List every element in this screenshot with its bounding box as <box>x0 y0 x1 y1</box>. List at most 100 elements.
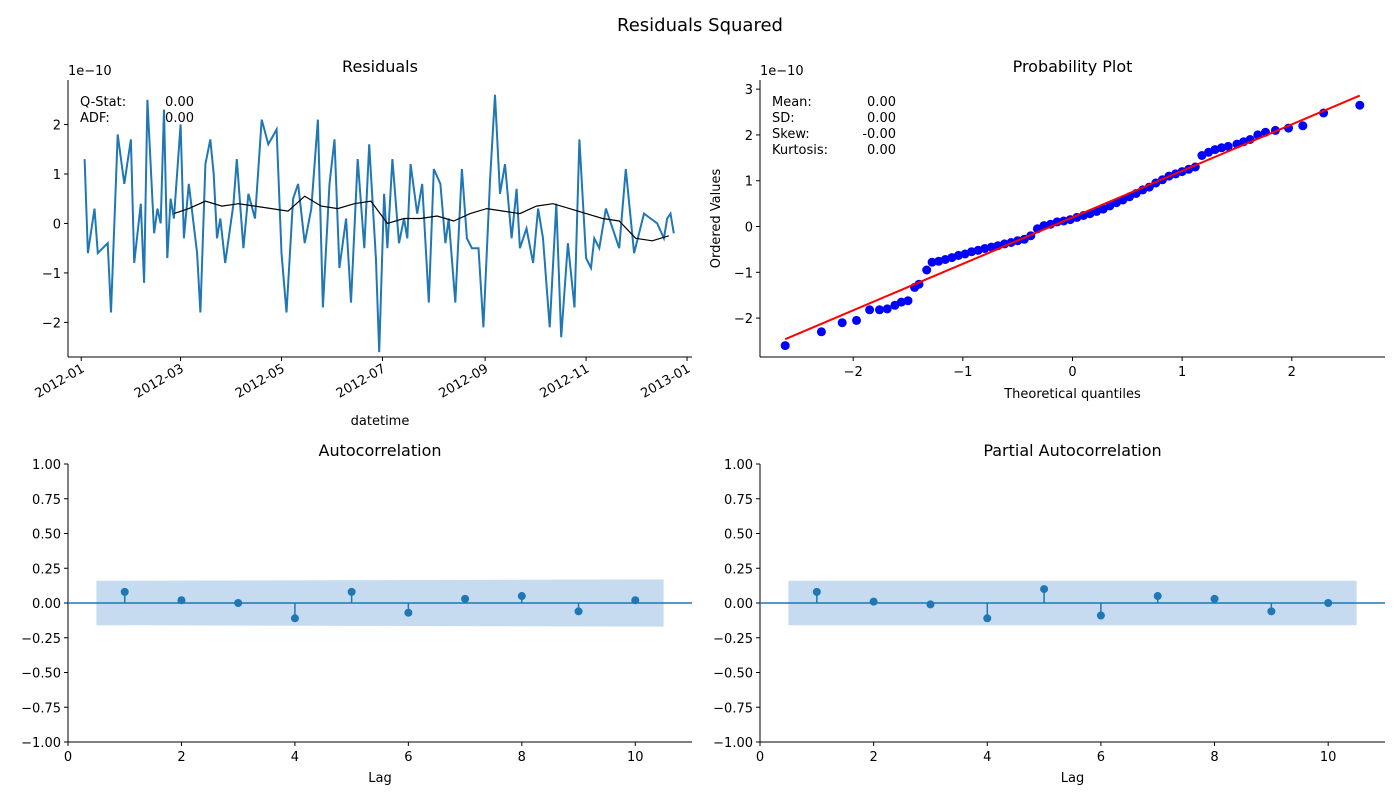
x-tick-label: 2012-05 <box>233 361 288 401</box>
stem-marker <box>1096 611 1105 620</box>
y-tick-label: 2 <box>53 119 61 134</box>
partial-autocorrelation-panel: Partial Autocorrelation −1.00 −0.75 −0.50 −0… <box>713 441 1385 786</box>
x-tick-label: 10 <box>1320 750 1337 765</box>
qq-point <box>875 305 884 315</box>
y-tick-label: 0 <box>745 221 753 236</box>
x-tick-label: 0 <box>1068 365 1076 380</box>
y-tick-label: 0.50 <box>32 528 61 543</box>
qq-point <box>1223 141 1233 151</box>
panel-title: Residuals <box>342 57 418 76</box>
x-tick-label: 2012-01 <box>33 361 88 401</box>
x-tick-label: 6 <box>1097 750 1105 765</box>
x-tick-label: 0 <box>64 750 72 765</box>
stat-label: Mean: <box>772 95 812 110</box>
stat-value: 0.00 <box>867 95 896 110</box>
x-tick-label: 2012-07 <box>334 361 389 401</box>
stem-marker <box>631 596 640 605</box>
x-tick-label: 2 <box>869 750 877 765</box>
stat-label: Skew: <box>772 127 810 142</box>
panel-title: Probability Plot <box>1013 57 1133 76</box>
stat-value: 0.00 <box>165 111 194 126</box>
probability-plot-panel: Probability Plot −2 −1 0 1 2 3 −2 −1 0 1 2 Theoretic… <box>709 57 1385 402</box>
stat-value: -0.00 <box>862 127 896 142</box>
stat-label: ADF: <box>80 111 110 126</box>
y-tick-label: −1 <box>734 266 753 281</box>
stem-marker <box>1324 599 1333 607</box>
y-tick-label: −2 <box>42 316 61 331</box>
stat-label: Q-Stat: <box>80 95 126 110</box>
qq-point <box>816 327 826 337</box>
y-tick-label: 1 <box>745 175 753 190</box>
residuals-panel: Residuals −2 −1 0 1 2 2012-01 2012-03 2012-05 201… <box>33 57 693 429</box>
x-tick-label: 2 <box>177 750 185 765</box>
x-tick-label: 4 <box>291 750 299 765</box>
offset-label: 1e−10 <box>68 64 112 79</box>
autocorrelation-panel: Autocorrelation −1.00 −0.75 −0.50 −0.25 0.00 0… <box>21 441 692 786</box>
y-tick-label: 1.00 <box>724 458 753 473</box>
stem-marker <box>869 597 878 606</box>
x-tick-label: 8 <box>1210 750 1218 765</box>
qq-point <box>837 318 847 328</box>
y-axis-label: Ordered Values <box>709 169 724 269</box>
x-tick-label: 4 <box>983 750 991 765</box>
qq-point <box>1355 100 1365 110</box>
panel-title: Partial Autocorrelation <box>983 441 1161 460</box>
stat-value: 0.00 <box>867 143 896 158</box>
qq-point <box>852 315 861 325</box>
stem-marker <box>234 599 243 607</box>
y-tick-label: −0.50 <box>21 667 61 682</box>
qq-point <box>927 257 937 267</box>
stem-marker <box>812 587 821 596</box>
stem-marker <box>461 594 470 603</box>
x-tick-label: 2 <box>1288 365 1296 380</box>
y-tick-label: 0.75 <box>32 493 61 508</box>
y-tick-label: 0.50 <box>724 528 753 543</box>
stem-marker <box>177 596 186 605</box>
stat-label: Kurtosis: <box>772 143 828 158</box>
x-tick-label: 10 <box>627 750 644 765</box>
y-tick-label: 0.00 <box>32 597 61 612</box>
qq-point <box>1298 121 1308 131</box>
qq-point <box>903 296 913 306</box>
stem-marker <box>1210 594 1219 603</box>
y-tick-label: −2 <box>734 312 753 327</box>
stem-marker <box>517 592 526 601</box>
y-tick-label: 3 <box>745 83 753 98</box>
y-tick-label: −0.25 <box>21 632 61 647</box>
x-tick-label: −1 <box>953 365 972 380</box>
x-axis-label: datetime <box>351 414 410 429</box>
y-tick-label: −0.75 <box>21 701 61 716</box>
stat-value: 0.00 <box>867 111 896 126</box>
y-tick-label: −0.75 <box>713 701 753 716</box>
stem-marker <box>120 587 129 596</box>
x-tick-label: 1 <box>1178 365 1186 380</box>
y-tick-label: −1.00 <box>21 736 61 751</box>
x-tick-label: 2012-11 <box>538 361 593 401</box>
x-tick-label: 2012-03 <box>132 361 187 401</box>
y-tick-label: 1 <box>53 168 61 183</box>
x-tick-label: 2012-09 <box>437 361 492 401</box>
x-axis-label: Lag <box>1061 771 1084 786</box>
stem-marker <box>1267 607 1276 616</box>
panel-title: Autocorrelation <box>319 441 442 460</box>
y-tick-label: −1 <box>42 267 61 282</box>
stem-marker <box>1153 592 1162 601</box>
y-tick-label: −0.50 <box>713 667 753 682</box>
stem-marker <box>926 600 935 609</box>
x-axis-label: Lag <box>368 771 391 786</box>
y-tick-label: 0.00 <box>724 597 753 612</box>
x-tick-label: 2013-01 <box>638 361 693 401</box>
x-tick-label: −2 <box>844 365 863 380</box>
stat-label: SD: <box>772 111 795 126</box>
stem-marker <box>347 587 356 596</box>
y-tick-label: 0.25 <box>32 562 61 577</box>
stem-marker <box>1040 585 1049 594</box>
rolling-mean-line <box>173 195 669 242</box>
x-tick-label: 8 <box>518 750 526 765</box>
stat-value: 0.00 <box>165 95 194 110</box>
y-tick-label: 0.75 <box>724 493 753 508</box>
x-tick-label: 6 <box>404 750 412 765</box>
y-tick-label: −0.25 <box>713 632 753 647</box>
y-tick-label: 1.00 <box>32 458 61 473</box>
